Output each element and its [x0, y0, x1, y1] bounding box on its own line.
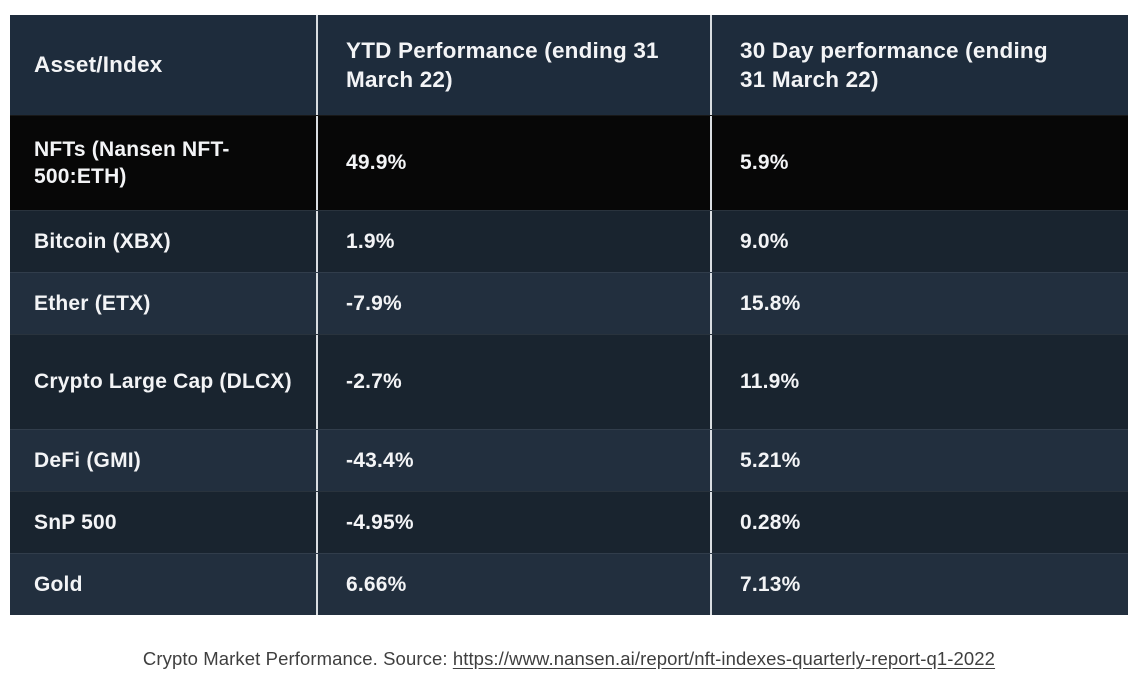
- ytd-value-cell: -4.95%: [316, 492, 710, 553]
- source-link[interactable]: https://www.nansen.ai/report/nft-indexes…: [452, 648, 996, 669]
- asset-name-cell: Crypto Large Cap (DLCX): [34, 370, 292, 394]
- asset-name-cell: Bitcoin (XBX): [34, 229, 171, 253]
- ytd-value-cell: 49.9%: [316, 116, 710, 210]
- ytd-value-cell: -2.7%: [316, 335, 710, 429]
- column-header-ytd-label: YTD Performance (ending 31 March 22): [346, 37, 659, 92]
- asset-name-cell: Gold: [34, 572, 83, 596]
- table-row-crypto-large-cap: Crypto Large Cap (DLCX) -2.7% 11.9%: [10, 334, 1128, 429]
- column-header-asset-label: Asset/Index: [34, 52, 163, 78]
- thirty-day-value-cell: 7.13%: [710, 554, 1128, 615]
- crypto-performance-table: Asset/Index YTD Performance (ending 31 M…: [10, 15, 1128, 615]
- table-header-row: Asset/Index YTD Performance (ending 31 M…: [10, 15, 1128, 115]
- ytd-value-cell: -7.9%: [316, 273, 710, 334]
- thirty-day-value-cell: 9.0%: [710, 211, 1128, 272]
- column-header-ytd: YTD Performance (ending 31 March 22): [316, 15, 710, 115]
- asset-name-cell: Ether (ETX): [34, 291, 151, 315]
- thirty-day-value-cell: 11.9%: [710, 335, 1128, 429]
- thirty-day-value-cell: 5.9%: [710, 116, 1128, 210]
- thirty-day-value-cell: 5.21%: [710, 430, 1128, 491]
- table-row-ether: Ether (ETX) -7.9% 15.8%: [10, 272, 1128, 334]
- asset-name-cell: DeFi (GMI): [34, 448, 141, 472]
- table-row-snp500: SnP 500 -4.95% 0.28%: [10, 491, 1128, 553]
- table-row-gold: Gold 6.66% 7.13%: [10, 553, 1128, 615]
- thirty-day-value-cell: 15.8%: [710, 273, 1128, 334]
- caption-text: Crypto Market Performance. Source:: [142, 648, 453, 669]
- asset-name-cell: NFTs (Nansen NFT-500:ETH): [34, 137, 230, 188]
- column-header-30day-label: 30 Day performance (ending 31 March 22): [740, 37, 1048, 92]
- ytd-value-cell: 1.9%: [316, 211, 710, 272]
- thirty-day-value-cell: 0.28%: [710, 492, 1128, 553]
- figure-caption: Crypto Market Performance. Source: https…: [0, 648, 1138, 670]
- ytd-value-cell: -43.4%: [316, 430, 710, 491]
- asset-name-cell: SnP 500: [34, 510, 117, 534]
- column-header-30day: 30 Day performance (ending 31 March 22): [710, 15, 1128, 115]
- table-row-bitcoin: Bitcoin (XBX) 1.9% 9.0%: [10, 210, 1128, 272]
- ytd-value-cell: 6.66%: [316, 554, 710, 615]
- table-row-nfts: NFTs (Nansen NFT-500:ETH) 49.9% 5.9%: [10, 115, 1128, 210]
- table-row-defi: DeFi (GMI) -43.4% 5.21%: [10, 429, 1128, 491]
- column-header-asset: Asset/Index: [10, 15, 316, 115]
